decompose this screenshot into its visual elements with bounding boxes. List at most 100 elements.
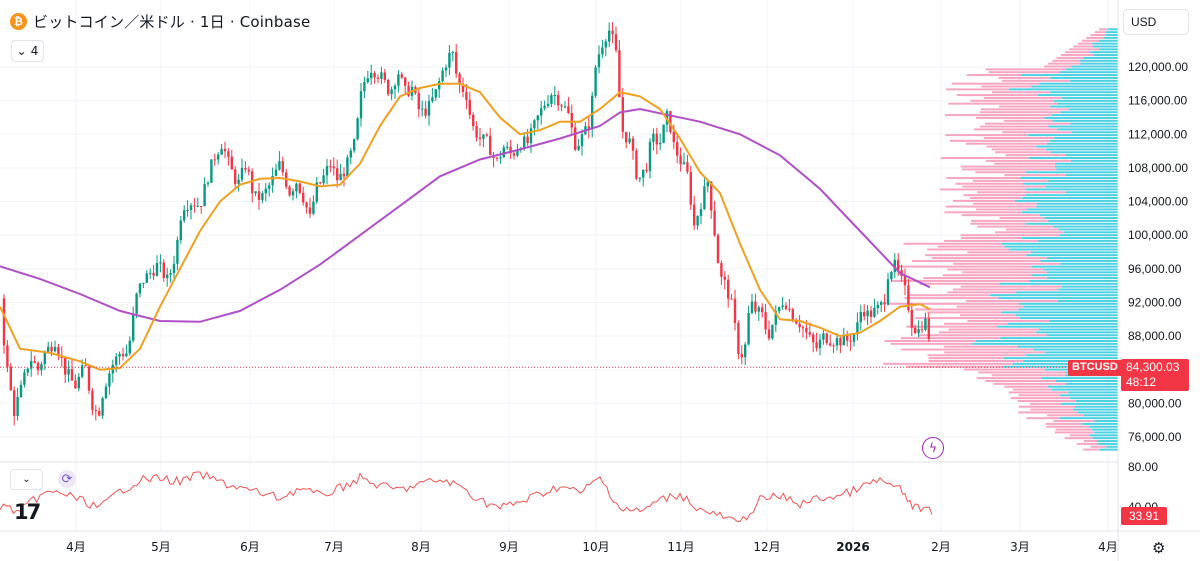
vp-bar-down bbox=[983, 96, 1062, 99]
vp-bar-up bbox=[1083, 414, 1118, 417]
candle-body bbox=[373, 72, 376, 78]
vp-bar-down bbox=[896, 265, 1032, 268]
candle-body bbox=[424, 108, 427, 116]
vp-bar-up bbox=[976, 339, 1118, 342]
vp-bar-up bbox=[1092, 42, 1118, 45]
vp-bar-down bbox=[1094, 31, 1106, 34]
time-tick-label: 3月 bbox=[1010, 540, 1030, 554]
vp-bar-down bbox=[953, 262, 1061, 265]
candle-body bbox=[125, 353, 128, 357]
candle-body bbox=[506, 146, 509, 148]
candle-body bbox=[570, 113, 573, 128]
vp-bar-down bbox=[961, 237, 1022, 240]
vp-bar-down bbox=[975, 208, 1028, 211]
vp-bar-up bbox=[1068, 391, 1118, 394]
vp-bar-up bbox=[1001, 242, 1118, 245]
candle-body bbox=[363, 82, 366, 92]
candle-body bbox=[475, 126, 478, 138]
candle-body bbox=[295, 183, 298, 192]
vp-bar-down bbox=[1004, 174, 1066, 177]
candle-body bbox=[291, 191, 295, 196]
gear-icon[interactable]: ⚙ bbox=[1152, 539, 1166, 557]
vp-bar-down bbox=[1060, 54, 1094, 57]
candle-body bbox=[781, 305, 784, 308]
vp-bar-down bbox=[963, 194, 1026, 197]
candle-body bbox=[9, 366, 12, 391]
vp-bar-down bbox=[985, 68, 1066, 71]
vp-bar-down bbox=[985, 379, 1056, 382]
candle-body bbox=[546, 103, 550, 106]
symbol-title[interactable]: ビットコイン／米ドル · 1日 · Coinbase bbox=[33, 13, 311, 31]
time-axis[interactable]: 4月 5月 6月 7月 8月 9月 10月 11月 12月 2026 2月 3月 4月 bbox=[66, 540, 1118, 554]
candle-body bbox=[852, 334, 856, 342]
vp-bar-up bbox=[1074, 405, 1118, 408]
candle-body bbox=[869, 310, 873, 317]
candle-body bbox=[33, 361, 36, 363]
vp-bar-down bbox=[966, 74, 1022, 77]
candle-body bbox=[706, 181, 709, 187]
vp-bar-up bbox=[1050, 91, 1118, 94]
candle-body bbox=[849, 340, 852, 342]
vp-bar-down bbox=[988, 71, 1060, 74]
vp-bar-up bbox=[1003, 365, 1118, 368]
price-axis[interactable]: 120,000.00 116,000.00 112,000.00 108,000.00… bbox=[1128, 60, 1188, 444]
vp-bar-up bbox=[1025, 171, 1118, 174]
candle-body bbox=[614, 34, 618, 51]
candle-body bbox=[288, 186, 291, 196]
candle-body bbox=[336, 168, 339, 181]
rsi-collapse-button[interactable]: ⌄ bbox=[10, 469, 43, 490]
vp-bar-down bbox=[926, 311, 1002, 314]
candle-body bbox=[91, 390, 94, 411]
candle-body bbox=[927, 318, 930, 339]
candle-body bbox=[696, 215, 699, 226]
candle-body bbox=[526, 136, 529, 144]
vp-bar-up bbox=[1071, 65, 1118, 68]
candle-body bbox=[482, 134, 485, 139]
candle-body bbox=[322, 175, 325, 184]
tradingview-logo[interactable]: 17 bbox=[14, 500, 41, 524]
vp-bar-up bbox=[1056, 128, 1118, 131]
vp-bar-down bbox=[984, 122, 1071, 125]
vp-bar-up bbox=[1028, 156, 1118, 159]
vp-bar-up bbox=[1043, 268, 1118, 271]
candle-body bbox=[441, 70, 444, 82]
vp-bar-up bbox=[998, 297, 1118, 300]
vp-bar-up bbox=[1028, 134, 1118, 137]
candle-body bbox=[400, 74, 403, 78]
candle-body bbox=[686, 162, 689, 172]
vp-bar-up bbox=[1018, 302, 1118, 305]
lightning-icon[interactable]: ϟ bbox=[922, 437, 944, 459]
candle-body bbox=[77, 376, 80, 389]
vp-bar-up bbox=[1106, 445, 1118, 448]
vp-bar-up bbox=[1026, 188, 1118, 191]
vp-bar-up bbox=[1072, 408, 1118, 411]
vp-bar-up bbox=[1031, 265, 1118, 268]
vp-bar-up bbox=[1082, 422, 1118, 425]
vp-bar-up bbox=[972, 342, 1118, 345]
candle-body bbox=[16, 397, 19, 416]
vp-bar-down bbox=[999, 105, 1051, 108]
candle-body bbox=[577, 146, 580, 150]
candle-body bbox=[257, 191, 261, 200]
candle-body bbox=[764, 312, 767, 330]
candle-body bbox=[512, 153, 516, 156]
vp-bar-down bbox=[951, 82, 1040, 85]
candle-body bbox=[587, 126, 590, 130]
candle-body bbox=[699, 209, 703, 216]
vp-bar-up bbox=[1056, 168, 1118, 171]
candle-body bbox=[325, 166, 329, 176]
vp-bar-up bbox=[1052, 119, 1118, 122]
time-tick-label: 8月 bbox=[411, 540, 431, 554]
vp-bar-down bbox=[892, 279, 1030, 282]
vp-bar-up bbox=[1052, 114, 1118, 117]
vp-bar-down bbox=[939, 188, 1027, 191]
indicator-collapse-button[interactable]: ⌄ 4 bbox=[11, 40, 44, 62]
vp-bar-down bbox=[967, 251, 1032, 254]
currency-selector[interactable]: USD bbox=[1123, 9, 1189, 35]
candle-body bbox=[897, 259, 900, 271]
candle-body bbox=[329, 166, 332, 168]
refresh-icon[interactable]: ⟳ bbox=[58, 470, 76, 488]
vp-bar-down bbox=[1086, 36, 1104, 39]
vp-bar-down bbox=[1090, 34, 1106, 37]
